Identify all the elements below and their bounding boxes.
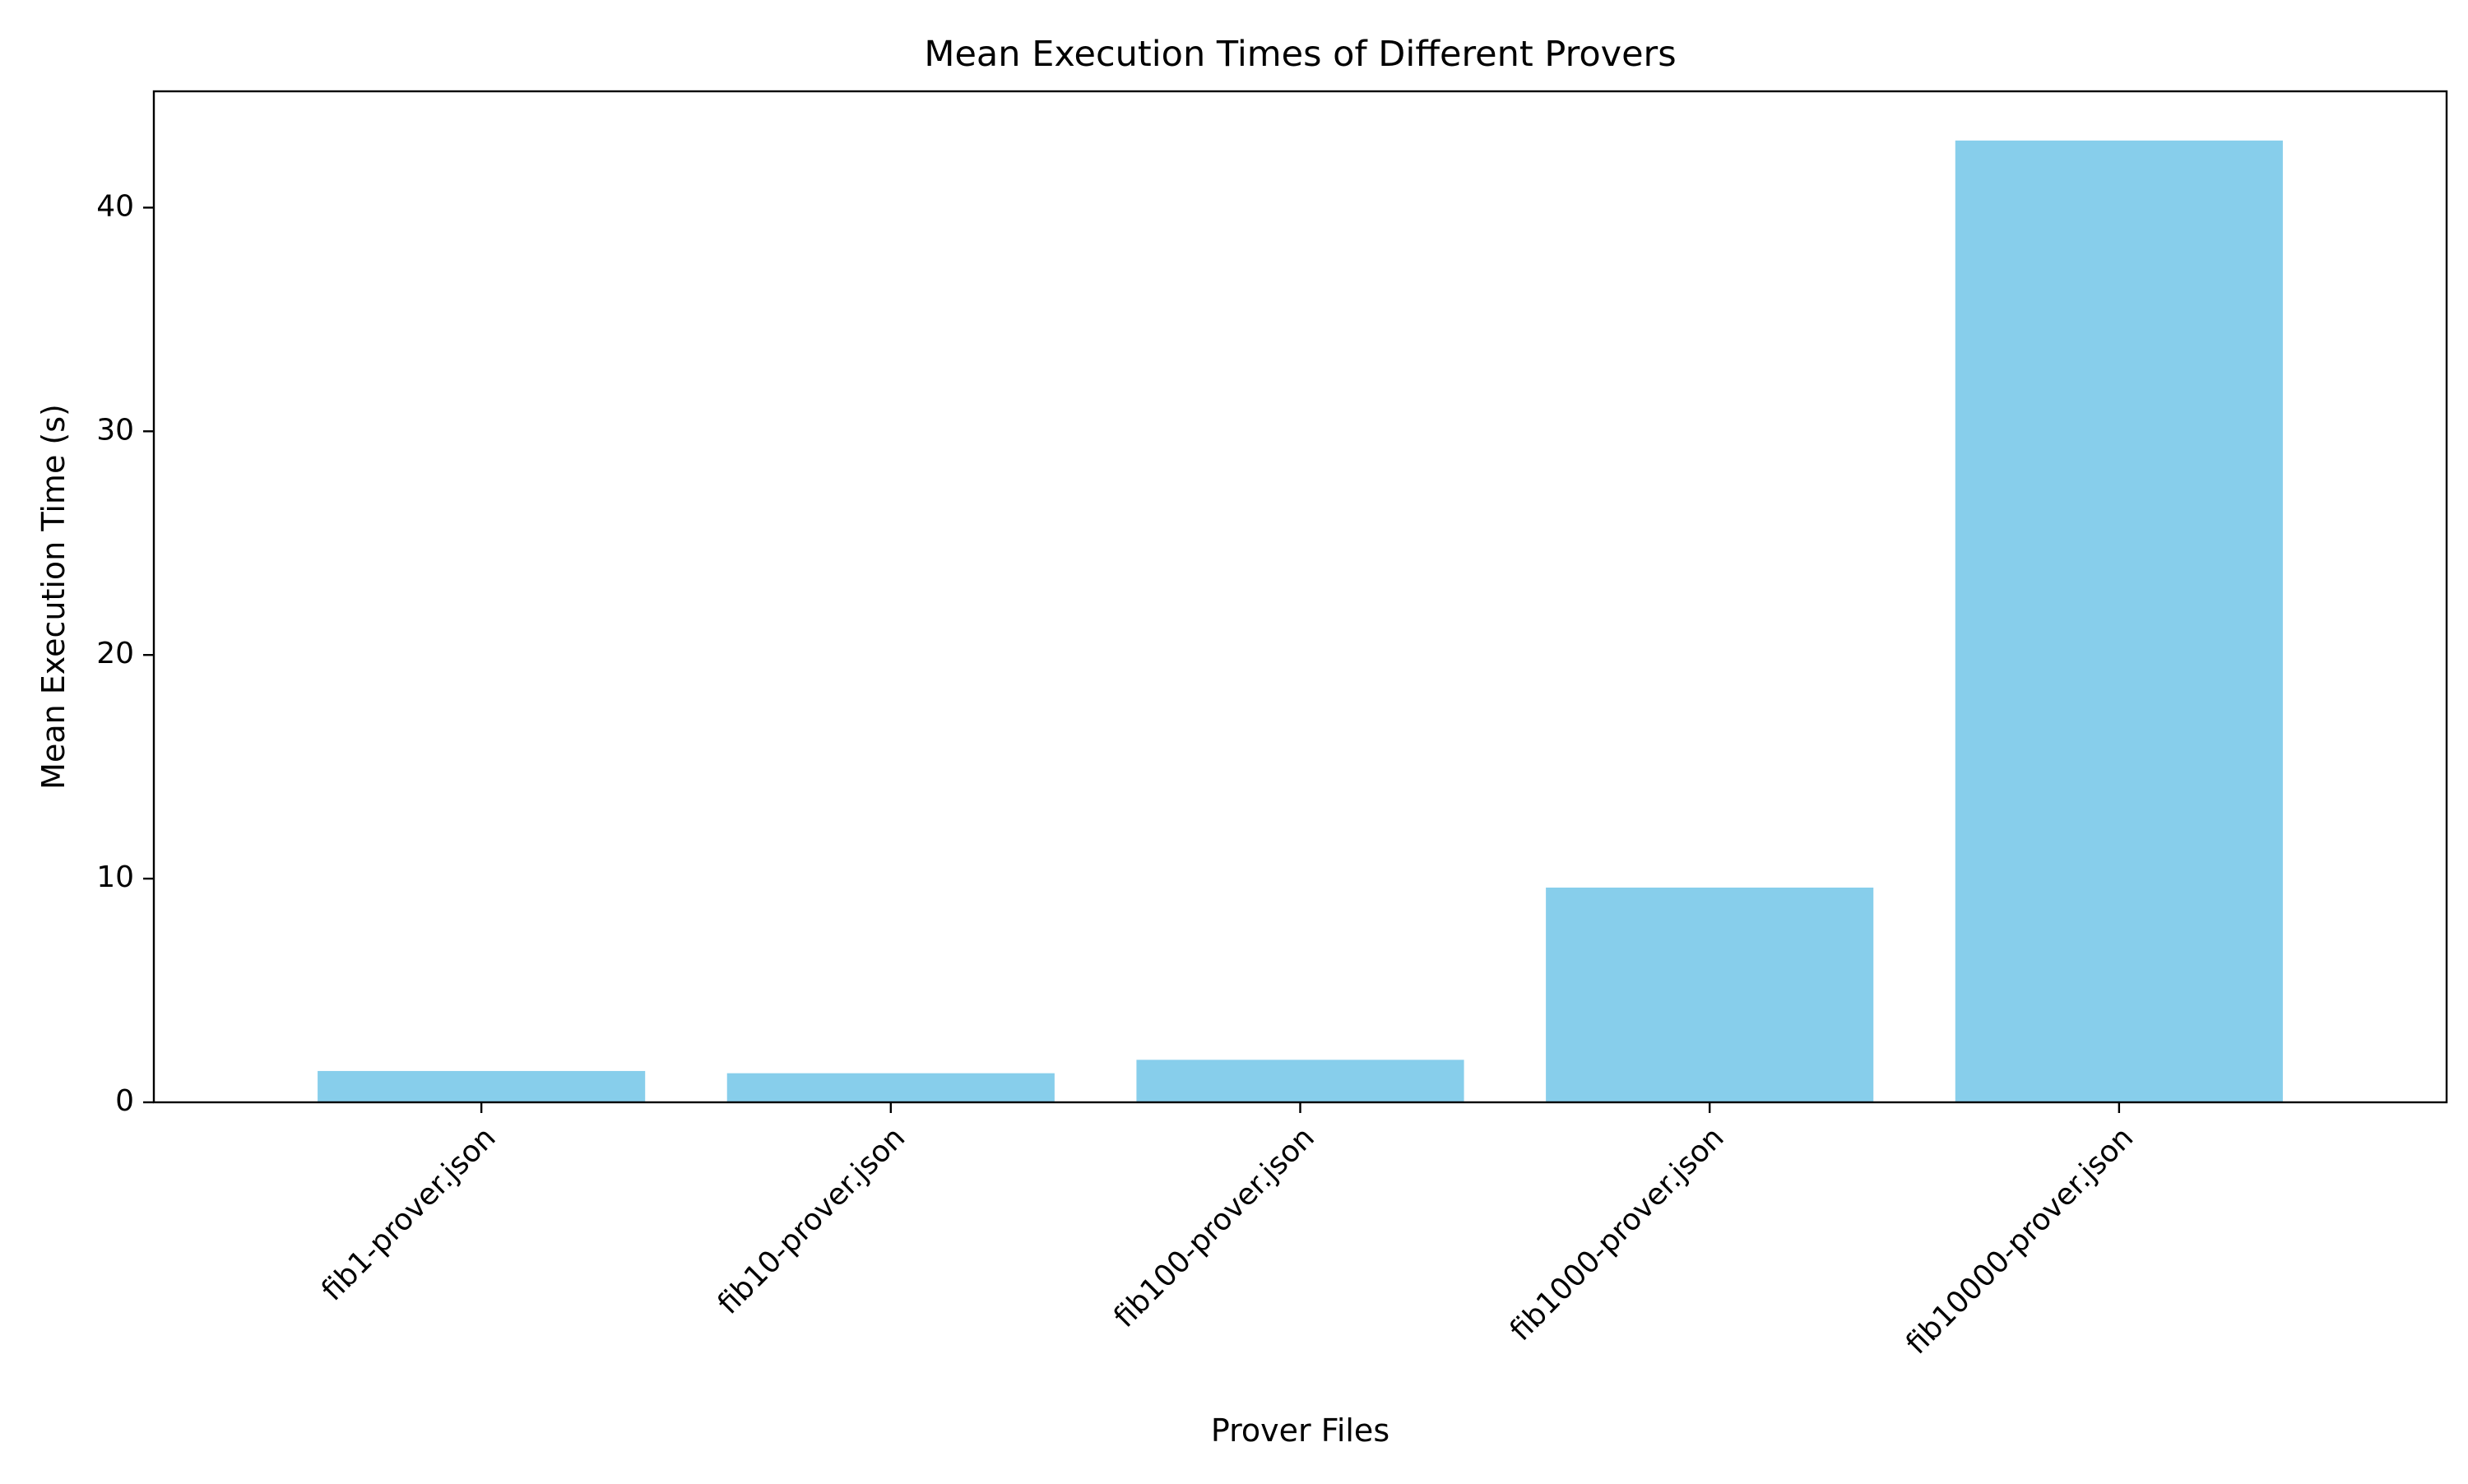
x-axis-label: Prover Files — [1211, 1412, 1389, 1449]
x-tick-label: fib10000-prover.json — [1900, 1120, 2140, 1361]
x-tick-label: fib10-prover.json — [712, 1120, 912, 1320]
bar-fib10-prover — [726, 1073, 1055, 1102]
bar-fib100-prover — [1136, 1060, 1464, 1102]
bars-layer — [318, 140, 2283, 1102]
y-tick-label: 0 — [115, 1084, 134, 1118]
y-axis-ticks: 0 10 20 30 40 — [96, 189, 154, 1118]
y-tick-label: 40 — [96, 189, 134, 223]
x-tick-label: fib100-prover.json — [1107, 1120, 1321, 1334]
bar-fib1000-prover — [1546, 887, 1874, 1102]
bar-fib1-prover — [318, 1070, 646, 1102]
chart-title: Mean Execution Times of Different Prover… — [924, 34, 1676, 75]
x-tick-label: fib1000-prover.json — [1504, 1120, 1731, 1347]
x-axis-ticks: fib1-prover.json fib10-prover.json fib100-… — [315, 1102, 2140, 1361]
y-tick-label: 20 — [96, 637, 134, 670]
bar-fib10000-prover — [1955, 140, 2283, 1102]
y-axis-label: Mean Execution Time (s) — [35, 404, 72, 790]
x-tick-label: fib1-prover.json — [315, 1120, 502, 1307]
y-tick-label: 10 — [96, 860, 134, 894]
y-tick-label: 30 — [96, 413, 134, 447]
